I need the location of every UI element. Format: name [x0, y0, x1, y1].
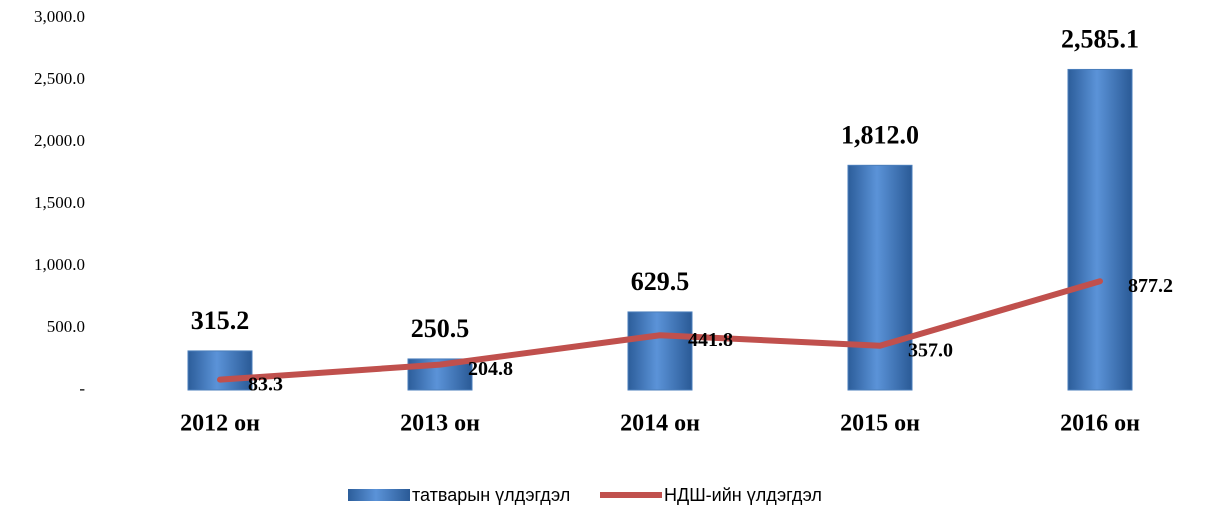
line-value-label: 441.8 [688, 329, 733, 351]
bar [627, 311, 693, 391]
y-tick-label: - [79, 379, 85, 398]
bar [847, 164, 913, 391]
x-tick-label: 2013 он [400, 411, 480, 437]
legend-swatch [348, 489, 410, 501]
x-tick-label: 2015 он [840, 411, 920, 437]
line-value-label: 357.0 [908, 339, 953, 361]
x-tick-label: 2012 он [180, 411, 260, 437]
bar-value-label: 1,812.0 [841, 120, 919, 149]
y-tick-label: 500.0 [47, 317, 85, 336]
y-tick-label: 2,000.0 [34, 131, 85, 150]
y-tick-label: 1,500.0 [34, 193, 85, 212]
bar [1067, 68, 1133, 391]
y-tick-label: 3,000.0 [34, 7, 85, 26]
line-value-label: 877.2 [1128, 275, 1173, 297]
line-value-label: 83.3 [248, 373, 283, 395]
bar [187, 350, 253, 391]
bar-value-label: 629.5 [631, 267, 690, 296]
x-tick-label: 2014 он [620, 411, 700, 437]
line [217, 278, 1103, 383]
bar-value-label: 250.5 [411, 314, 470, 343]
legend-label: татварын үлдэгдэл [412, 485, 570, 505]
line-value-label: 204.8 [468, 358, 513, 380]
y-tick-label: 2,500.0 [34, 69, 85, 88]
legend-label: НДШ-ийн үлдэгдэл [664, 485, 822, 505]
y-tick-label: 1,000.0 [34, 255, 85, 274]
x-tick-label: 2016 он [1060, 411, 1140, 437]
bar-value-label: 315.2 [191, 306, 250, 335]
bar-value-label: 2,585.1 [1061, 24, 1139, 53]
